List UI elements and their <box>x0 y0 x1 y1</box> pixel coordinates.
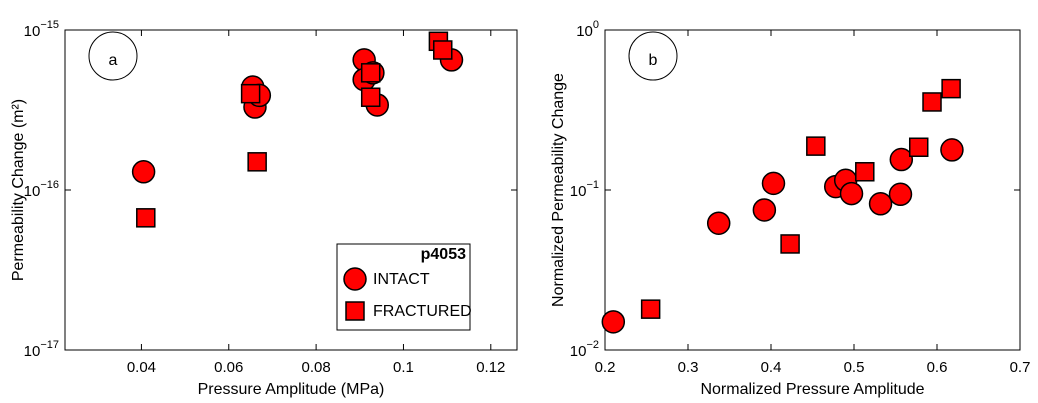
data-point <box>922 92 942 112</box>
data-point <box>888 182 913 207</box>
y-tick-base: 10 <box>24 23 41 40</box>
y-tick-base: 10 <box>570 183 587 200</box>
data-point <box>360 63 381 83</box>
data-point <box>806 136 826 156</box>
y-tick-label: 10−1 <box>570 179 599 200</box>
x-axis-label: Pressure Amplitude (MPa) <box>198 381 385 398</box>
y-tick-base: 10 <box>24 343 41 360</box>
y-tick-base: 10 <box>570 343 587 360</box>
x-tick-label: 0.5 <box>844 359 865 376</box>
panel-label: b <box>649 52 658 69</box>
legend-marker <box>345 301 365 321</box>
y-tick-exponent: −1 <box>586 179 599 191</box>
legend-label: INTACT <box>373 271 430 288</box>
data-point <box>868 192 893 216</box>
data-point <box>780 234 800 254</box>
legend-marker <box>343 267 367 291</box>
data-point <box>908 137 929 158</box>
y-tick-exponent: −15 <box>40 19 59 31</box>
data-point <box>855 162 875 182</box>
data-point <box>640 299 661 319</box>
data-point <box>240 83 261 104</box>
data-point <box>136 208 156 228</box>
data-point <box>433 40 453 60</box>
y-tick-label: 10−16 <box>24 179 59 200</box>
panel-label-circle <box>88 31 138 81</box>
y-tick-exponent: −16 <box>40 179 59 191</box>
y-axis-label: Permeability Change (m²) <box>10 99 27 281</box>
y-tick-exponent: 0 <box>593 19 599 31</box>
data-point <box>131 160 156 184</box>
data-point <box>752 198 777 222</box>
y-tick-label: 10−2 <box>570 339 599 360</box>
data-point <box>247 152 267 172</box>
y-tick-base: 10 <box>576 23 593 40</box>
data-point <box>761 171 786 196</box>
data-point <box>940 138 964 162</box>
y-tick-label: 100 <box>576 19 599 40</box>
y-tick-exponent: −2 <box>586 339 599 351</box>
x-tick-label: 0.06 <box>214 359 243 376</box>
legend-label: FRACTURED <box>373 303 472 320</box>
data-point <box>601 310 626 334</box>
x-tick-label: 0.12 <box>476 359 505 376</box>
y-tick-label: 10−15 <box>24 19 59 40</box>
data-point <box>889 147 914 172</box>
x-axis-label: Normalized Pressure Amplitude <box>700 381 924 398</box>
y-tick-label: 10−17 <box>24 339 59 360</box>
y-axis-label: Normalized Permeability Change <box>550 73 567 307</box>
x-tick-label: 0.4 <box>761 359 782 376</box>
panel-label-circle <box>628 31 678 81</box>
data-point <box>706 211 731 235</box>
data-point <box>839 181 864 206</box>
x-tick-label: 0.3 <box>678 359 699 376</box>
x-tick-label: 0.6 <box>927 359 948 376</box>
x-tick-label: 0.04 <box>127 359 156 376</box>
y-tick-base: 10 <box>24 183 41 200</box>
legend-title: p4053 <box>421 246 466 263</box>
panel-label: a <box>109 52 118 69</box>
x-tick-label: 0.08 <box>302 359 331 376</box>
y-tick-exponent: −17 <box>40 339 59 351</box>
data-point <box>941 78 961 99</box>
x-tick-label: 0.7 <box>1010 359 1031 376</box>
x-tick-label: 0.2 <box>595 359 616 376</box>
plot-frame <box>604 29 1021 351</box>
x-tick-label: 0.1 <box>393 359 414 376</box>
data-point <box>360 87 381 107</box>
